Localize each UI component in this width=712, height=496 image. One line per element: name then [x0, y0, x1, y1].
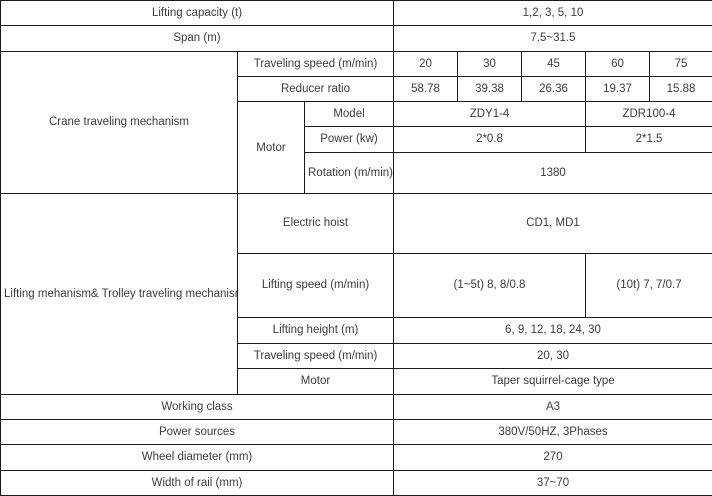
row-value-wheel-diameter: 270: [392, 444, 712, 471]
row-value-working-class: A3: [392, 393, 712, 420]
cell-reducer-ratio-2: 39.38: [457, 75, 522, 103]
row-value-power-sources: 380V/50HZ, 3Phases: [392, 418, 712, 446]
cell-traveling-speed-3: 45: [521, 50, 586, 77]
sublabel-motor-power: Power (kw): [304, 126, 394, 153]
sublabel-lifting-motor: Motor: [237, 368, 394, 395]
cell-lifting-speed-right: (10t) 7, 7/0.7: [584, 253, 712, 318]
cell-motor-model-left: ZDY1-4: [393, 101, 586, 128]
cell-traveling-speed-2: 30: [457, 50, 522, 77]
cell-motor-rotation-value: 1380: [392, 151, 712, 195]
cell-electric-hoist-value: CD1, MD1: [392, 193, 712, 254]
table-row: Reducer ratio 58.78 39.38 26.36 19.37 15…: [1, 75, 712, 103]
table-row: Lifting speed (m/min) (1~5t) 8, 8/0.8 (1…: [1, 253, 712, 318]
row-label-power-sources: Power sources: [0, 418, 394, 446]
cell-traveling-speed-4: 60: [585, 50, 650, 77]
table-row: Rotation (m/min) 1380: [1, 151, 712, 195]
cell-motor-power-left: 2*0.8: [393, 126, 586, 153]
row-label-working-class: Working class: [0, 393, 394, 420]
sublabel-motor-rotation: Rotation (m/min): [304, 151, 394, 195]
sublabel-crane-motor: Motor: [237, 101, 305, 195]
sublabel-electric-hoist: Electric hoist: [237, 193, 394, 254]
group-label-lifting-trolley-mechanism: Lifting mehanism& Trolley traveling mech…: [0, 193, 238, 395]
cell-reducer-ratio-5: 15.88: [648, 75, 712, 103]
row-value-lifting-capacity: 1,2, 3, 5, 10: [392, 0, 712, 27]
table-row: Lifting mehanism& Trolley traveling mech…: [0, 193, 712, 395]
table-row: Motor Taper squirrel-cage type: [1, 368, 712, 395]
table-row: Span (m) 7.5~31.5: [0, 25, 712, 52]
sublabel-crane-traveling-speed: Traveling speed (m/min): [237, 50, 394, 77]
row-value-width-of-rail: 37~70: [392, 469, 712, 496]
row-value-span: 7.5~31.5: [392, 25, 712, 52]
cell-motor-power-right: 2*1.5: [584, 126, 712, 153]
cell-lifting-height-value: 6, 9, 12, 18, 24, 30: [392, 316, 712, 345]
sublabel-lifting-height: Lifting height (m): [237, 316, 394, 345]
table-row: Working class A3: [0, 393, 712, 420]
cell-lifting-speed-left: (1~5t) 8, 8/0.8: [393, 253, 586, 318]
table-row: Crane traveling mechanism Traveling spee…: [0, 50, 712, 195]
sublabel-reducer-ratio: Reducer ratio: [237, 75, 394, 103]
sublabel-motor-model: Model: [304, 101, 394, 128]
cell-traveling-speed-5: 75: [648, 50, 712, 77]
row-label-width-of-rail: Width of rail (mm): [0, 469, 394, 496]
row-label-wheel-diameter: Wheel diameter (mm): [0, 444, 394, 471]
table-row: Lifting capacity (t) 1,2, 3, 5, 10: [0, 0, 712, 27]
cell-reducer-ratio-3: 26.36: [521, 75, 586, 103]
cell-lifting-motor-value: Taper squirrel-cage type: [392, 368, 712, 395]
table-row: Wheel diameter (mm) 270: [0, 444, 712, 471]
cell-traveling-speed-1: 20: [393, 50, 458, 77]
table-row: Power sources 380V/50HZ, 3Phases: [0, 418, 712, 446]
cell-reducer-ratio-1: 58.78: [393, 75, 458, 103]
row-label-lifting-capacity: Lifting capacity (t): [0, 0, 394, 27]
group-label-crane-traveling-mechanism: Crane traveling mechanism: [0, 50, 238, 195]
cell-reducer-ratio-4: 19.37: [585, 75, 650, 103]
row-label-span: Span (m): [0, 25, 394, 52]
sublabel-lifting-speed: Lifting speed (m/min): [237, 253, 394, 318]
table-row: Power (kw) 2*0.8 2*1.5: [1, 126, 712, 153]
table-row: Lifting height (m) 6, 9, 12, 18, 24, 30: [1, 316, 712, 345]
sublabel-trolley-traveling-speed: Traveling speed (m/min): [237, 343, 394, 370]
table-row: Width of rail (mm) 37~70: [0, 469, 712, 496]
table-row: Motor Model ZDY1-4 ZDR100-4: [1, 101, 712, 195]
cell-trolley-traveling-speed-value: 20, 30: [392, 343, 712, 370]
cell-motor-model-right: ZDR100-4: [584, 101, 712, 128]
